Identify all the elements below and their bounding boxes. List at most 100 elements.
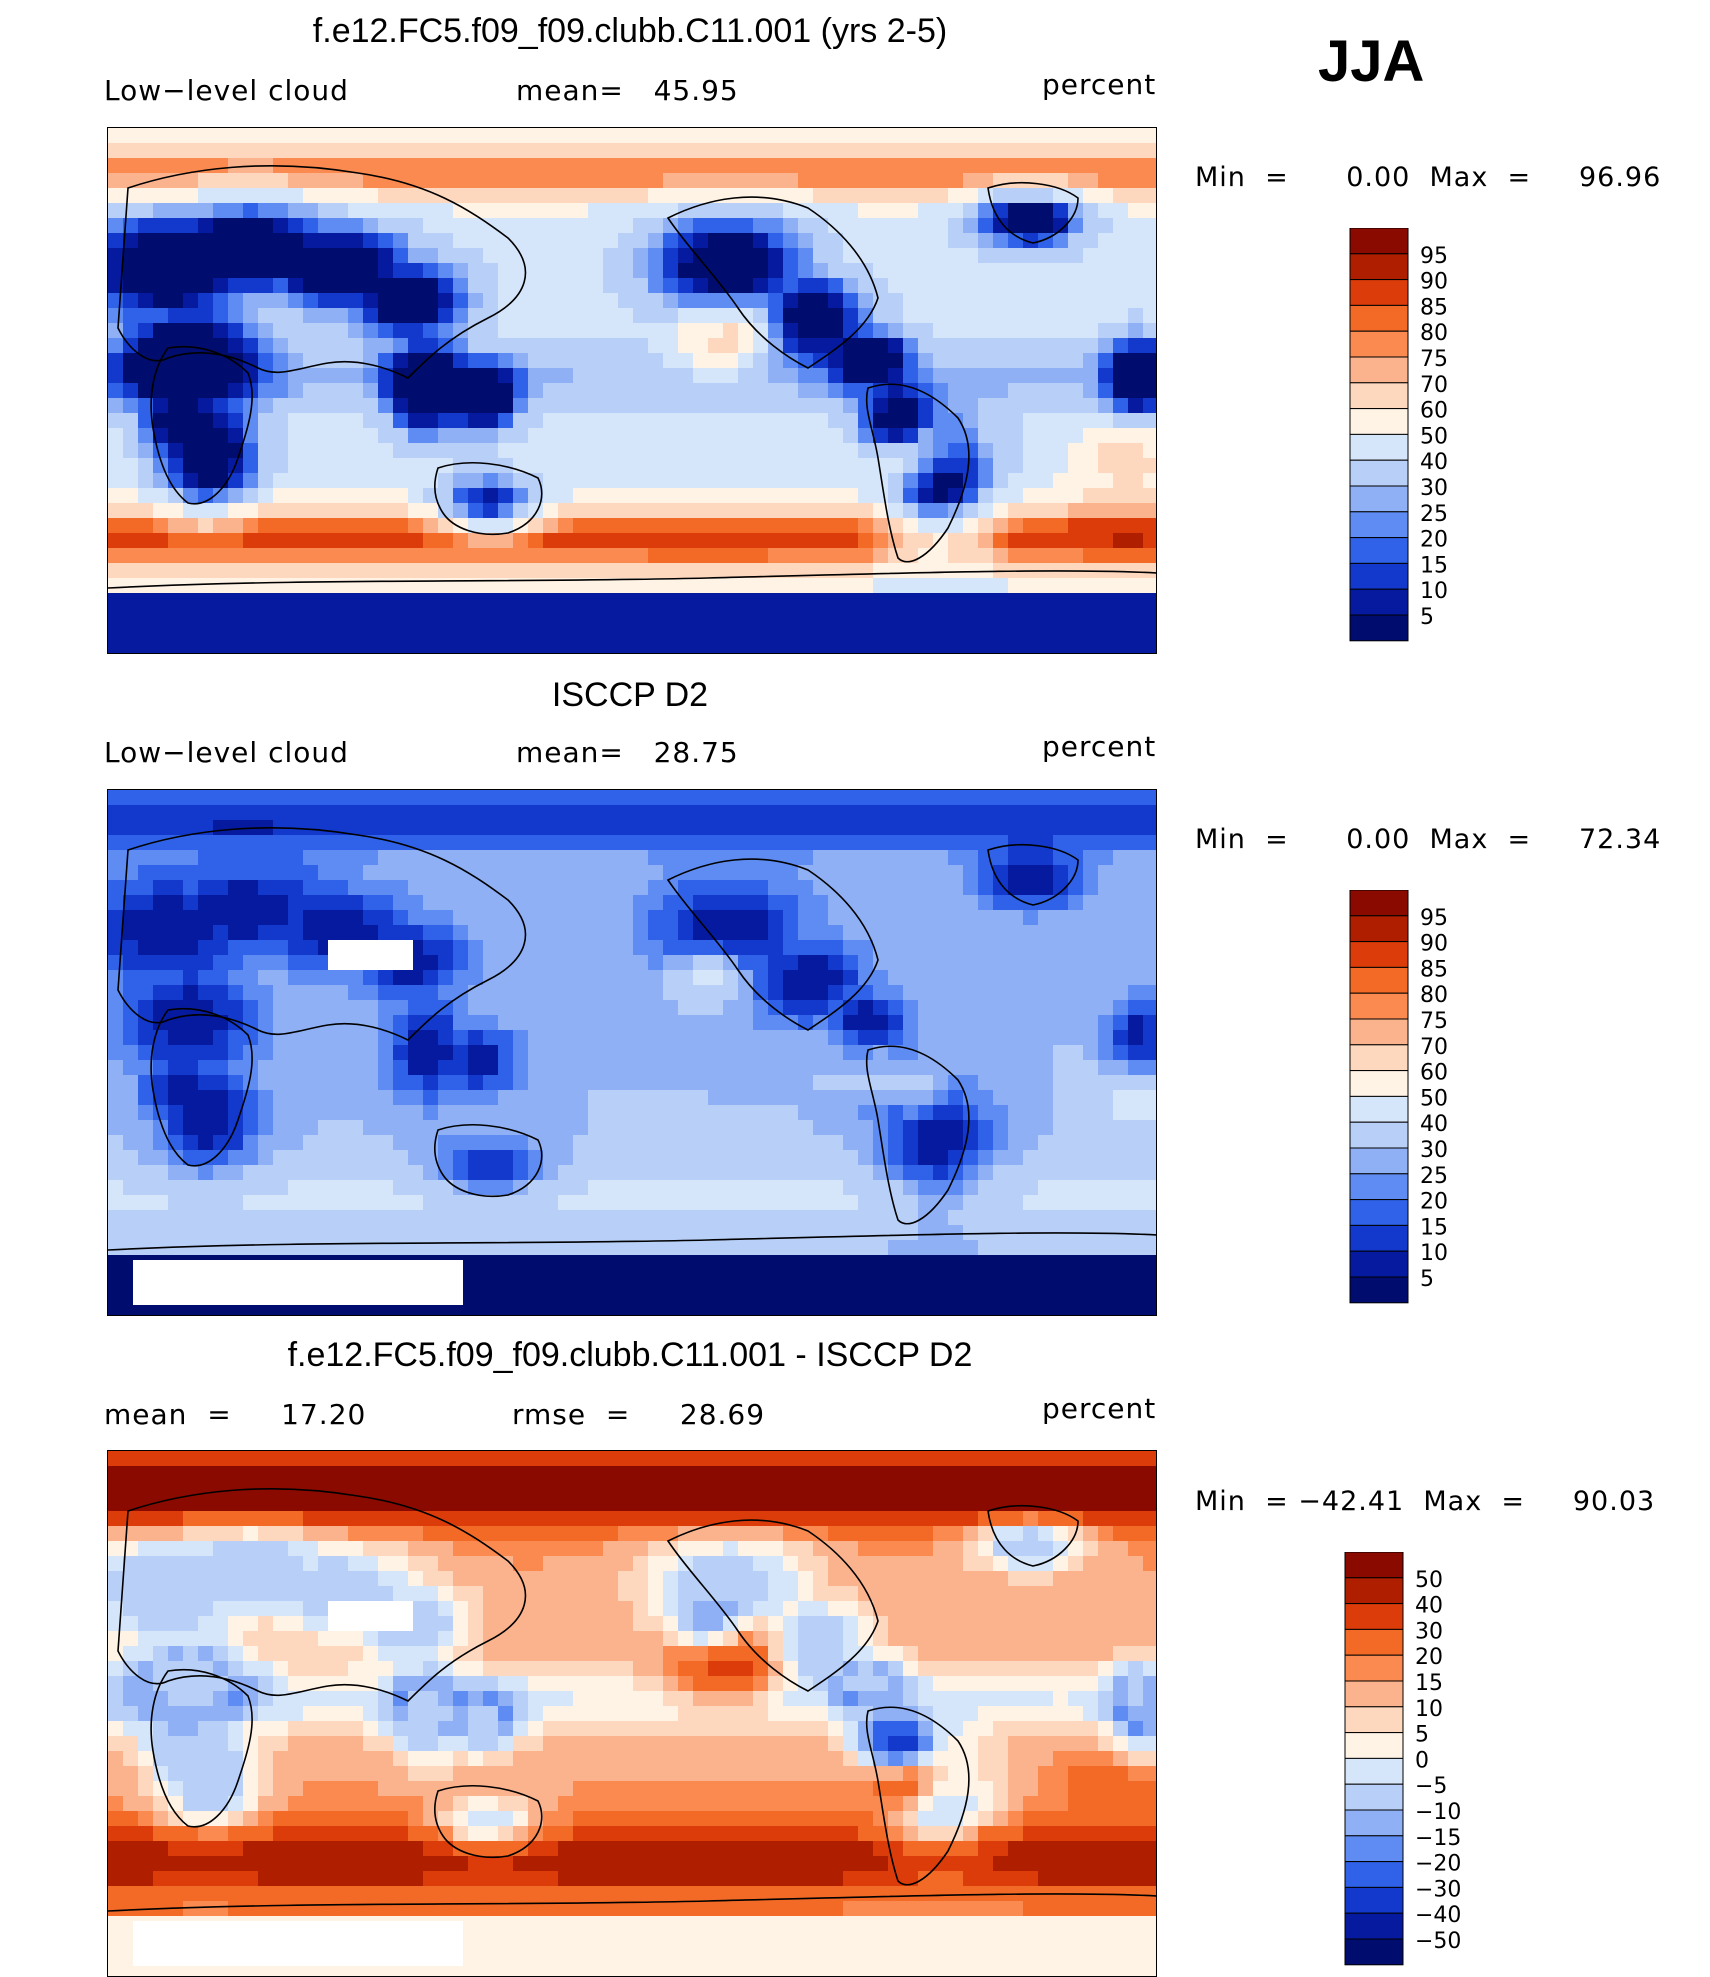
panel-2-map-cell xyxy=(273,1195,289,1211)
panel-2-map-cell xyxy=(633,895,649,911)
panel-1-map-cell xyxy=(873,233,889,249)
panel-2-map-cell xyxy=(633,1195,649,1211)
panel-2-map-cell xyxy=(723,850,739,866)
panel-2-map-cell xyxy=(708,1090,724,1106)
panel-2-map-cell xyxy=(663,910,679,926)
panel-2-map-cell xyxy=(318,790,334,806)
panel-1-map-cell xyxy=(708,128,724,144)
panel-2-map-cell xyxy=(1008,1285,1024,1301)
panel-1-map-cell xyxy=(708,578,724,594)
panel-1-map-cell xyxy=(1053,203,1069,219)
panel-2-map-cell xyxy=(183,835,199,851)
panel-1-map-cell xyxy=(528,458,544,474)
panel-1-map-cell xyxy=(813,593,829,609)
panel-1-map-cell xyxy=(1008,323,1024,339)
panel-1-map-cell xyxy=(753,248,769,264)
panel-1-map-cell xyxy=(153,293,169,309)
panel-1-map-cell xyxy=(648,443,664,459)
panel-1-map-cell xyxy=(768,623,784,639)
panel-1-map-cell xyxy=(663,533,679,549)
panel-2-map-cell xyxy=(693,835,709,851)
panel-1-map-cell xyxy=(918,248,934,264)
panel-1-map-cell xyxy=(288,563,304,579)
panel-2-map-cell xyxy=(1128,1015,1144,1031)
panel-1-map-cell xyxy=(588,323,604,339)
panel-1-map-cell xyxy=(513,533,529,549)
panel-1-map-cell xyxy=(228,233,244,249)
panel-1-map-cell xyxy=(1038,323,1054,339)
panel-2-map-cell xyxy=(948,1240,964,1256)
panel-1-map-cell xyxy=(798,653,814,654)
panel-1-map-cell xyxy=(828,443,844,459)
panel-1-map-cell xyxy=(1113,413,1129,429)
panel-2-map-cell xyxy=(1008,1120,1024,1136)
panel-2-map-cell xyxy=(483,835,499,851)
panel-2-map-cell xyxy=(228,1240,244,1256)
panel-1-map-cell xyxy=(228,158,244,174)
panel-1-map-cell xyxy=(663,233,679,249)
panel-1-map-cell xyxy=(903,293,919,309)
panel-2-map-cell xyxy=(753,985,769,1001)
panel-2-map-cell xyxy=(243,850,259,866)
panel-2-map-cell xyxy=(138,820,154,836)
panel-2-map-cell xyxy=(828,1165,844,1181)
panel-2-map-cell xyxy=(783,955,799,971)
panel-1-map-cell xyxy=(468,473,484,489)
panel-2-map-cell xyxy=(168,910,184,926)
panel-1-map-cell xyxy=(828,233,844,249)
panel-2-map-cell xyxy=(378,985,394,1001)
panel-1-map-cell xyxy=(1053,473,1069,489)
panel-2-map-cell xyxy=(288,1045,304,1061)
panel-2-map-cell xyxy=(738,1225,754,1241)
panel-1-map-cell xyxy=(1098,368,1114,384)
panel-2-map-cell xyxy=(153,820,169,836)
panel-1-map-cell xyxy=(153,413,169,429)
panel-2-map-cell xyxy=(333,835,349,851)
panel-2-map-cell xyxy=(723,985,739,1001)
panel-1-map-cell xyxy=(408,608,424,624)
panel-2-map-cell xyxy=(588,1045,604,1061)
panel-2-map-cell xyxy=(648,910,664,926)
panel-2-map-cell xyxy=(423,955,439,971)
panel-1-map-cell xyxy=(573,383,589,399)
panel-1-map-cell xyxy=(753,173,769,189)
panel-1-map-cell xyxy=(1023,218,1039,234)
panel-2-map-cell xyxy=(828,1270,844,1286)
panel-1-map-cell xyxy=(228,563,244,579)
panel-1-map-cell xyxy=(528,653,544,654)
panel-1-map-cell xyxy=(723,143,739,159)
panel-2-map-cell xyxy=(858,1075,874,1091)
panel-2-map-cell xyxy=(903,1270,919,1286)
panel-2-map-cell xyxy=(153,925,169,941)
panel-1-map-cell xyxy=(903,188,919,204)
panel-1-map-cell xyxy=(333,458,349,474)
panel-1-map-cell xyxy=(183,248,199,264)
panel-2-map-cell xyxy=(573,850,589,866)
panel-1-map-cell xyxy=(648,533,664,549)
panel-1-map-cell xyxy=(1098,473,1114,489)
panel-1-map-cell xyxy=(138,338,154,354)
panel-1-map-cell xyxy=(558,398,574,414)
panel-1-map-coastline xyxy=(666,196,879,369)
panel-1-map-cell xyxy=(843,638,859,653)
panel-2-map-cell xyxy=(468,1195,484,1211)
panel-1-map-cell xyxy=(468,308,484,324)
panel-1-map-cell xyxy=(813,158,829,174)
panel-2-map-cell xyxy=(903,835,919,851)
panel-2-map-cell xyxy=(1068,805,1084,821)
panel-1-map-cell xyxy=(348,203,364,219)
panel-1-map-cell xyxy=(303,338,319,354)
panel-1-map-cell xyxy=(648,278,664,294)
panel-2-map-cell xyxy=(198,1165,214,1181)
panel-1-map-cell xyxy=(783,233,799,249)
panel-2-map-cell xyxy=(963,940,979,956)
panel-2-map-cell xyxy=(948,1255,964,1271)
panel-1-map-cell xyxy=(888,398,904,414)
panel-2-map-cell xyxy=(228,925,244,941)
panel-1-map-cell xyxy=(723,563,739,579)
panel-1-map-cell xyxy=(1143,638,1156,653)
panel-2-map-cell xyxy=(438,1150,454,1166)
panel-2-map-cell xyxy=(933,1090,949,1106)
panel-1-map-cell xyxy=(528,128,544,144)
panel-2-map-cell xyxy=(888,805,904,821)
